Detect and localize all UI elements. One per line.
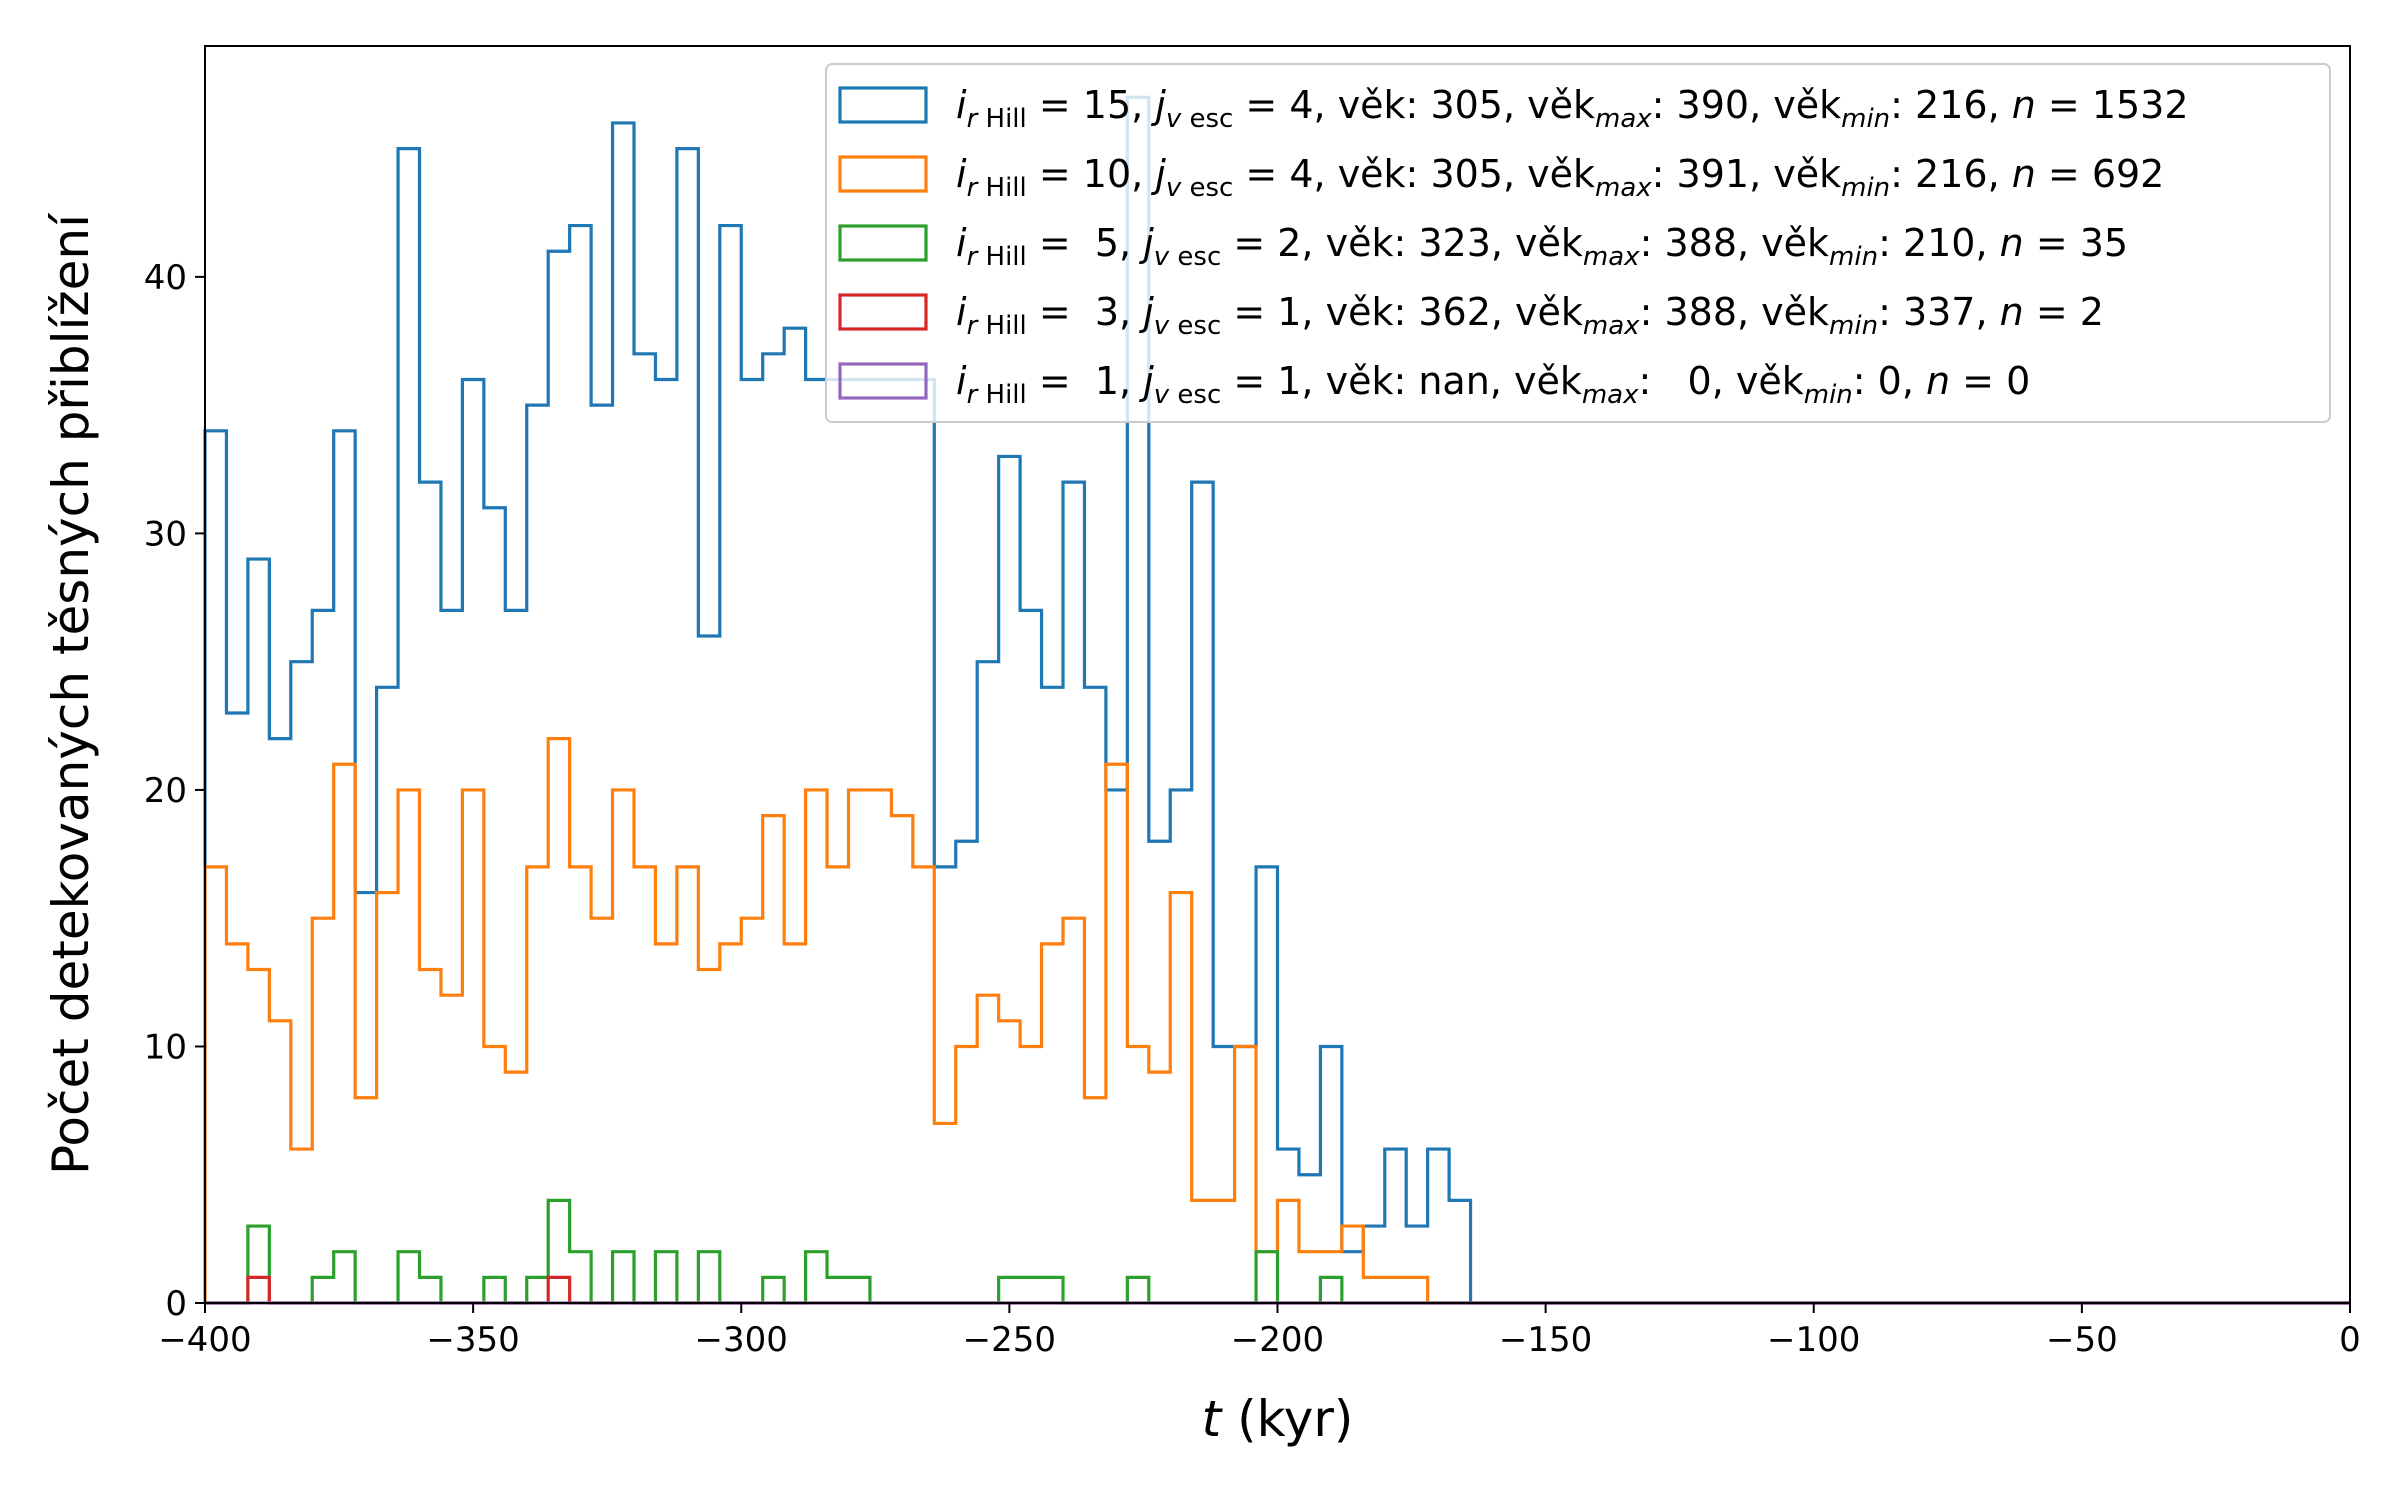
y-tick-label: 30 bbox=[144, 514, 187, 554]
x-axis: −400 −350 −300 −250 −200 −150 −100 −50 0 bbox=[158, 1303, 2361, 1360]
legend-swatch-2 bbox=[838, 224, 928, 262]
y-axis-title: Počet detekovaných těsných přiblížení bbox=[42, 212, 100, 1175]
x-tick-label: −200 bbox=[1231, 1320, 1324, 1360]
x-tick-label: −300 bbox=[695, 1320, 788, 1360]
legend-entry-2: ir Hill = 5, jv esc = 2, věk: 323, věkma… bbox=[956, 221, 2128, 272]
y-tick-label: 10 bbox=[144, 1027, 187, 1067]
x-tick-label: −150 bbox=[1499, 1320, 1592, 1360]
legend-entry-4: ir Hill = 1, jv esc = 1, věk: nan, věkma… bbox=[956, 359, 2030, 410]
legend-box bbox=[825, 63, 2331, 423]
x-axis-variable: t bbox=[1202, 1390, 1224, 1448]
y-axis: 0 10 20 30 40 bbox=[144, 258, 205, 1324]
legend-swatch-3 bbox=[838, 293, 928, 331]
x-tick-label: −400 bbox=[158, 1320, 251, 1360]
x-tick-label: −250 bbox=[963, 1320, 1056, 1360]
legend-swatch-1 bbox=[838, 155, 928, 193]
y-tick-label: 20 bbox=[144, 771, 187, 811]
legend: ir Hill = 15, jv esc = 4, věk: 305, věkm… bbox=[825, 63, 2331, 423]
x-tick-label: 0 bbox=[2339, 1320, 2361, 1360]
legend-entry-3: ir Hill = 3, jv esc = 1, věk: 362, věkma… bbox=[956, 290, 2104, 341]
x-tick-label: −350 bbox=[426, 1320, 519, 1360]
x-tick-label: −50 bbox=[2046, 1320, 2118, 1360]
x-tick-label: −100 bbox=[1767, 1320, 1860, 1360]
legend-entry-1: ir Hill = 10, jv esc = 4, věk: 305, věkm… bbox=[956, 152, 2164, 203]
legend-swatch-4 bbox=[838, 362, 928, 400]
y-tick-label: 40 bbox=[144, 258, 187, 298]
legend-entry-0: ir Hill = 15, jv esc = 4, věk: 305, věkm… bbox=[956, 83, 2189, 134]
x-axis-unit: (kyr) bbox=[1221, 1390, 1353, 1448]
legend-swatch-0 bbox=[838, 86, 928, 124]
y-tick-label: 0 bbox=[165, 1284, 187, 1324]
x-axis-title: t (kyr) bbox=[1202, 1390, 1354, 1448]
